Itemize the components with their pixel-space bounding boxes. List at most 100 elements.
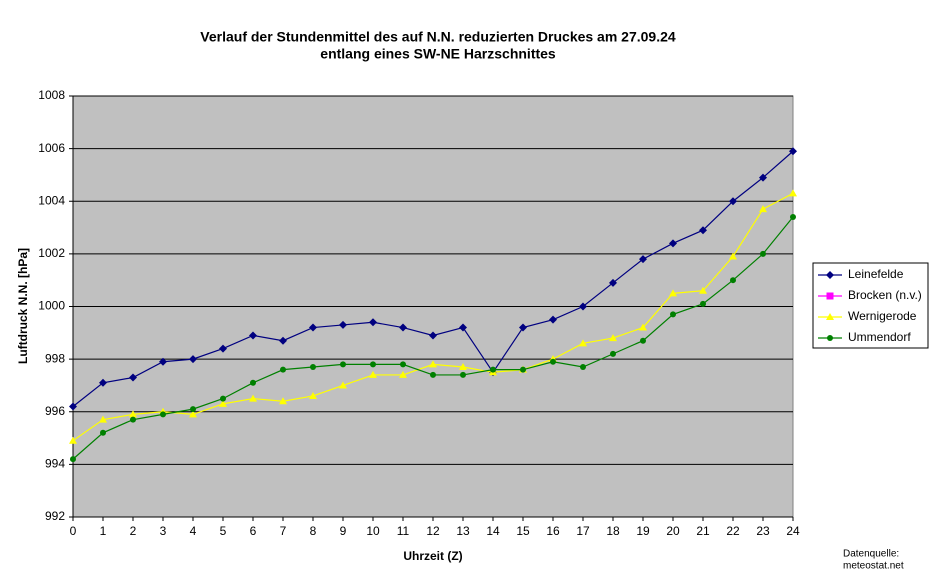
point bbox=[760, 250, 766, 257]
x-tick-label: 10 bbox=[366, 524, 380, 538]
y-tick-label: 992 bbox=[45, 509, 65, 523]
point bbox=[280, 366, 286, 373]
point bbox=[400, 361, 406, 368]
point bbox=[159, 357, 167, 366]
chart-title: Verlauf der Stundenmittel des auf N.N. r… bbox=[200, 29, 676, 45]
point bbox=[699, 286, 707, 294]
point bbox=[520, 366, 526, 373]
source-note: Datenquelle: bbox=[843, 549, 899, 560]
point bbox=[279, 397, 287, 405]
point bbox=[730, 277, 736, 284]
y-tick-label: 998 bbox=[45, 351, 65, 365]
x-tick-label: 14 bbox=[486, 524, 500, 538]
x-tick-label: 5 bbox=[220, 524, 227, 538]
point bbox=[339, 381, 347, 389]
x-tick-label: 22 bbox=[726, 524, 740, 538]
legend-label: Wernigerode bbox=[848, 309, 917, 323]
point bbox=[826, 271, 834, 279]
source-note: meteostat.net bbox=[843, 561, 904, 572]
y-tick-label: 1000 bbox=[38, 299, 65, 313]
point bbox=[729, 252, 737, 260]
point bbox=[220, 395, 226, 402]
point bbox=[669, 239, 677, 248]
point bbox=[550, 358, 556, 365]
point bbox=[129, 410, 137, 418]
point bbox=[369, 370, 377, 378]
x-tick-label: 20 bbox=[666, 524, 680, 538]
x-tick-label: 23 bbox=[756, 524, 770, 538]
x-tick-label: 4 bbox=[190, 524, 197, 538]
point bbox=[519, 323, 527, 332]
point bbox=[70, 456, 76, 463]
y-axis-title: Luftdruck N.N. [hPa] bbox=[16, 248, 30, 364]
y-tick-label: 1004 bbox=[38, 193, 65, 207]
point bbox=[759, 173, 767, 182]
point bbox=[759, 205, 767, 213]
point bbox=[729, 197, 737, 206]
point bbox=[309, 391, 317, 399]
point bbox=[639, 323, 647, 331]
point bbox=[310, 364, 316, 371]
point bbox=[827, 335, 833, 341]
x-tick-label: 13 bbox=[456, 524, 470, 538]
x-tick-label: 0 bbox=[70, 524, 77, 538]
point bbox=[219, 399, 227, 407]
point bbox=[189, 355, 197, 364]
point bbox=[100, 429, 106, 436]
point bbox=[99, 378, 107, 387]
x-tick-label: 6 bbox=[250, 524, 257, 538]
x-tick-label: 24 bbox=[786, 524, 800, 538]
x-tick-label: 11 bbox=[397, 524, 410, 538]
y-tick-label: 994 bbox=[45, 457, 65, 471]
point bbox=[459, 323, 467, 332]
x-tick-label: 16 bbox=[546, 524, 560, 538]
point bbox=[639, 255, 647, 264]
x-tick-label: 18 bbox=[606, 524, 620, 538]
point bbox=[579, 302, 587, 311]
point bbox=[460, 371, 466, 378]
point bbox=[699, 226, 707, 235]
x-tick-label: 12 bbox=[426, 524, 440, 538]
point bbox=[189, 410, 197, 418]
point bbox=[549, 315, 557, 324]
point bbox=[249, 331, 257, 340]
x-tick-label: 21 bbox=[696, 524, 710, 538]
y-tick-label: 1008 bbox=[38, 88, 65, 102]
point bbox=[129, 373, 137, 382]
point bbox=[609, 278, 617, 287]
legend-label: Ummendorf bbox=[848, 330, 911, 344]
x-tick-label: 19 bbox=[636, 524, 650, 538]
point bbox=[430, 371, 436, 378]
point bbox=[579, 339, 587, 347]
point bbox=[160, 411, 166, 418]
x-tick-label: 8 bbox=[310, 524, 317, 538]
point bbox=[249, 394, 257, 402]
x-tick-label: 2 bbox=[130, 524, 137, 538]
point bbox=[309, 323, 317, 332]
point bbox=[490, 366, 496, 373]
point bbox=[609, 334, 617, 342]
point bbox=[669, 289, 677, 297]
point bbox=[789, 147, 797, 156]
point bbox=[250, 379, 256, 386]
x-tick-label: 7 bbox=[280, 524, 287, 538]
legend-box bbox=[812, 262, 929, 349]
point bbox=[69, 402, 77, 411]
legend-label: Brocken (n.v.) bbox=[848, 288, 922, 302]
point bbox=[826, 313, 834, 320]
y-tick-label: 1002 bbox=[38, 246, 65, 260]
point bbox=[670, 311, 676, 318]
point bbox=[69, 436, 77, 444]
x-tick-label: 17 bbox=[576, 524, 590, 538]
point bbox=[279, 336, 287, 345]
point bbox=[339, 320, 347, 329]
y-tick-label: 1006 bbox=[38, 141, 65, 155]
point bbox=[640, 337, 646, 344]
point bbox=[826, 292, 834, 300]
point bbox=[459, 363, 467, 371]
x-tick-label: 1 bbox=[100, 524, 107, 538]
chart-subtitle: entlang eines SW-NE Harzschnittes bbox=[320, 46, 556, 62]
legend-label: Leinefelde bbox=[848, 267, 904, 281]
point bbox=[370, 361, 376, 368]
